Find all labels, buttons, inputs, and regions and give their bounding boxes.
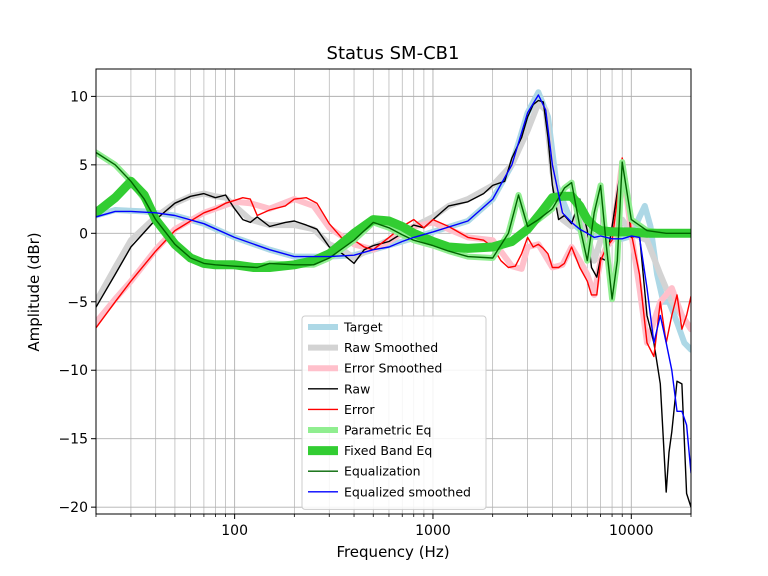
x-tick-label: 100 xyxy=(221,523,248,539)
x-tick-label: 10000 xyxy=(609,523,654,539)
y-tick-label: −10 xyxy=(58,363,88,379)
legend-entry: Fixed Band Eq xyxy=(344,443,432,458)
legend-entry: Raw Smoothed xyxy=(344,340,438,355)
legend-entry: Parametric Eq xyxy=(344,423,432,438)
y-tick-label: −20 xyxy=(58,500,88,516)
legend: Target Raw Smoothed Error Smoothed Raw Error… xyxy=(301,315,487,510)
series-layer xyxy=(96,89,691,508)
chart-title: Status SM-CB1 xyxy=(327,43,460,64)
axis-ticks: 100 1000 10000 −20 −15 −10 −5 0 5 10 xyxy=(58,89,692,539)
legend-entry: Raw xyxy=(344,381,370,396)
plot-frame xyxy=(95,68,692,515)
legend-entry: Equalization xyxy=(344,464,421,479)
y-axis-label: Amplitude (dBr) xyxy=(25,232,43,351)
legend-entry: Error xyxy=(344,402,375,417)
x-tick-label: 1000 xyxy=(415,523,451,539)
y-tick-label: −15 xyxy=(58,432,88,448)
y-tick-label: 0 xyxy=(79,226,88,242)
series-equalized-smoothed xyxy=(96,94,691,474)
y-tick-label: 5 xyxy=(79,158,88,174)
y-tick-label: −5 xyxy=(67,295,88,311)
y-tick-label: 10 xyxy=(70,89,88,105)
legend-entry: Target xyxy=(343,320,383,335)
x-axis-label: Frequency (Hz) xyxy=(336,543,449,561)
legend-entry: Equalized smoothed xyxy=(344,484,471,499)
legend-box xyxy=(301,315,487,510)
legend-entry: Error Smoothed xyxy=(344,361,442,376)
series-equalization xyxy=(96,151,691,300)
